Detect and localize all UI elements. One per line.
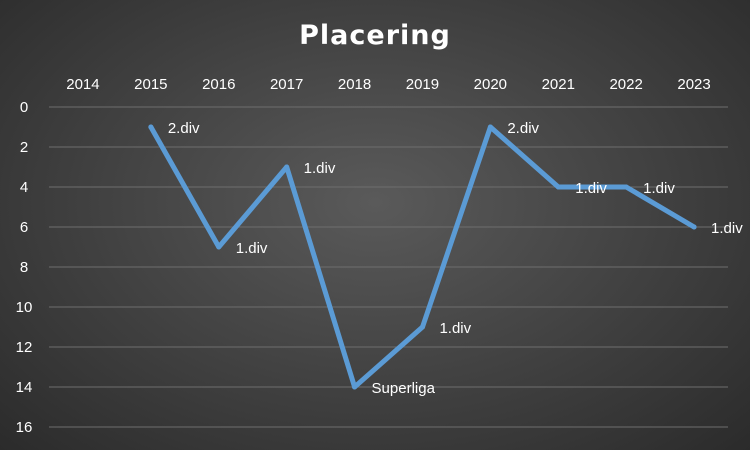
x-axis-ticks: 2014 2015 2016 2017 2018 2019 2020 2021 2022 2023: [66, 76, 710, 93]
x-tick-label: 2015: [134, 76, 167, 93]
data-label: 2.div: [507, 120, 539, 137]
data-label: 1.div: [236, 240, 268, 257]
data-label: 2.div: [168, 120, 200, 137]
data-label: 1.div: [711, 220, 743, 237]
y-tick-label: 4: [20, 179, 28, 196]
y-axis-ticks: 0 2 4 6 8 10 12 14 16: [16, 99, 33, 436]
data-point: [555, 184, 561, 190]
x-tick-label: 2016: [202, 76, 235, 93]
data-point: [352, 384, 358, 390]
data-point: [419, 324, 425, 330]
data-point: [487, 124, 493, 130]
x-tick-label: 2020: [474, 76, 507, 93]
data-point: [216, 244, 222, 250]
x-tick-label: 2017: [270, 76, 303, 93]
data-labels: 2.div 1.div 1.div Superliga 1.div 2.div 1.div 1…: [168, 120, 743, 397]
x-tick-label: 2014: [66, 76, 99, 93]
data-label: 1.div: [439, 320, 471, 337]
data-label: Superliga: [372, 380, 436, 397]
x-tick-label: 2022: [609, 76, 642, 93]
y-tick-label: 6: [20, 219, 28, 236]
y-tick-label: 16: [16, 419, 33, 436]
y-tick-label: 0: [20, 99, 28, 116]
data-point: [284, 164, 290, 170]
y-tick-label: 14: [16, 379, 33, 396]
data-point: [691, 224, 697, 230]
series-line: [148, 124, 697, 390]
data-point: [623, 184, 629, 190]
x-tick-label: 2023: [677, 76, 710, 93]
y-tick-label: 2: [20, 139, 28, 156]
x-tick-label: 2018: [338, 76, 371, 93]
series-layer: [148, 124, 697, 390]
y-tick-label: 10: [16, 299, 33, 316]
data-point: [148, 124, 154, 130]
y-tick-label: 12: [16, 339, 33, 356]
chart-title: Placering: [299, 20, 451, 51]
gridlines: [49, 106, 728, 428]
x-tick-label: 2019: [406, 76, 439, 93]
x-tick-label: 2021: [542, 76, 575, 93]
data-label: 1.div: [304, 160, 336, 177]
data-label: 1.div: [575, 180, 607, 197]
y-tick-label: 8: [20, 259, 28, 276]
data-label: 1.div: [643, 180, 675, 197]
